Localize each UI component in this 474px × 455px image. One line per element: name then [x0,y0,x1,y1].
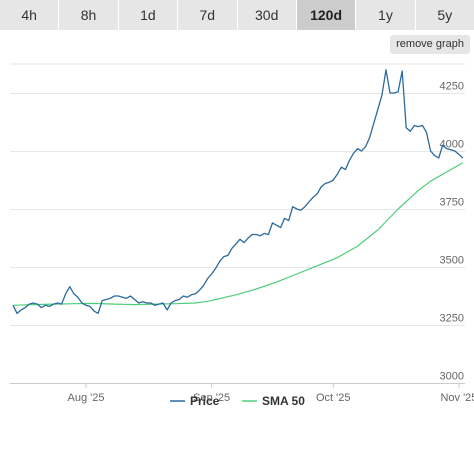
tab-30d[interactable]: 30d [237,0,297,30]
x-tick-label: Sep '25 [193,392,230,404]
y-tick-label: 3250 [440,313,464,325]
x-tick-label: Aug '25 [67,392,104,404]
tab-1y[interactable]: 1y [356,0,416,30]
x-axis: Aug '25 Sep '25 Oct '25 Nov '25 [67,383,474,404]
series-layer [12,69,464,315]
chart-legend: Price SMA 50 [170,394,305,408]
y-tick-label: 4000 [440,139,464,151]
tab-7d[interactable]: 7d [178,0,238,30]
y-tick-label: 3750 [440,197,464,209]
timeframe-tabs: 4h 8h 1d 7d 30d 120d 1y 5y [0,0,474,30]
chart-grid [10,63,465,384]
y-tick-label: 3500 [440,255,464,267]
legend-label-price[interactable]: Price [190,394,220,408]
tab-8h[interactable]: 8h [59,0,119,30]
sma50-series-line [12,162,464,306]
y-axis: 3000 3250 3500 3750 4000 4250 [440,81,464,383]
remove-graph-button[interactable]: remove graph [390,35,470,54]
tab-1d[interactable]: 1d [118,0,179,30]
tab-5y[interactable]: 5y [415,0,474,30]
price-series-line [12,69,464,315]
x-tick-label: Oct '25 [316,392,351,404]
x-tick-label: Nov '25 [440,392,474,404]
legend-label-sma50[interactable]: SMA 50 [262,394,305,408]
y-tick-label: 4250 [440,81,464,93]
y-tick-label: 3000 [440,371,464,383]
tab-120d[interactable]: 120d [296,0,357,30]
tab-4h[interactable]: 4h [0,0,60,30]
